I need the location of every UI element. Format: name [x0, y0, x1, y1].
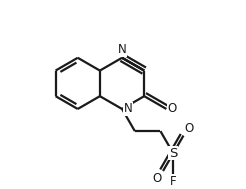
Text: F: F [170, 175, 177, 188]
Text: O: O [153, 172, 162, 185]
Text: N: N [118, 43, 126, 56]
Text: N: N [124, 102, 132, 115]
Text: O: O [167, 102, 177, 115]
Text: S: S [169, 147, 177, 160]
Text: O: O [184, 122, 194, 135]
